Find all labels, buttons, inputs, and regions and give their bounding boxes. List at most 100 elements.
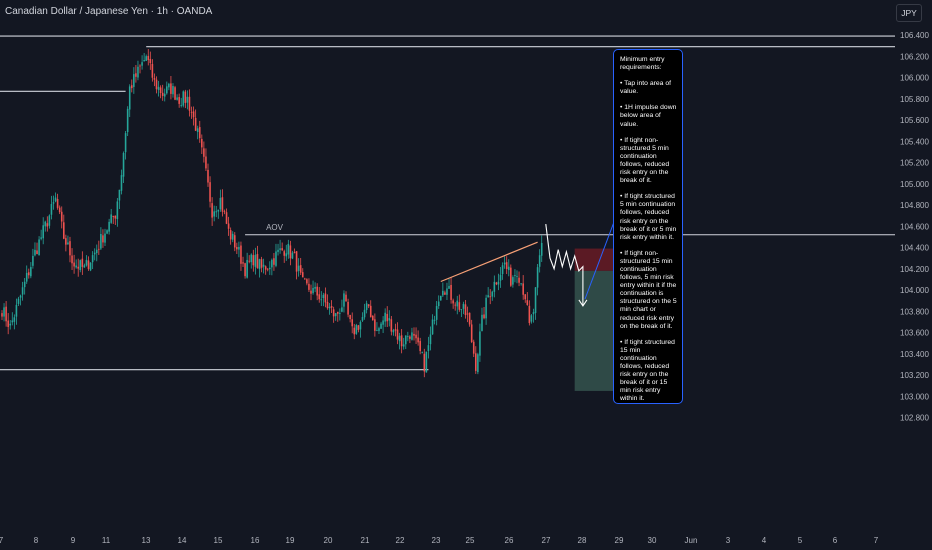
candle-body bbox=[392, 330, 395, 333]
candle-body bbox=[5, 306, 7, 322]
candle-body bbox=[63, 222, 65, 239]
candle-body bbox=[264, 266, 267, 270]
candle-body bbox=[468, 312, 471, 325]
candle-body bbox=[279, 248, 281, 250]
candle-body bbox=[310, 290, 312, 294]
candle-body bbox=[355, 325, 358, 334]
y-tick-label: 102.800 bbox=[900, 414, 929, 423]
candle-body bbox=[98, 248, 100, 250]
candle-body bbox=[93, 252, 96, 255]
candle-body bbox=[155, 79, 158, 90]
currency-badge[interactable]: JPY bbox=[896, 4, 922, 22]
candle-body bbox=[417, 337, 419, 343]
candle-body bbox=[87, 260, 90, 269]
candle-body bbox=[304, 278, 306, 280]
candle-body bbox=[330, 305, 333, 308]
candle-body bbox=[46, 223, 49, 227]
candle-body bbox=[91, 255, 94, 263]
candle-body bbox=[427, 345, 430, 352]
candle-body bbox=[174, 87, 176, 100]
candle-body bbox=[73, 262, 75, 267]
x-tick-label: 4 bbox=[762, 536, 767, 545]
x-tick-label: 9 bbox=[71, 536, 76, 545]
candle-body bbox=[102, 235, 104, 243]
candle-body bbox=[161, 92, 164, 96]
candle-body bbox=[376, 330, 378, 331]
candle-body bbox=[15, 304, 18, 317]
candle-body bbox=[540, 242, 543, 256]
candle-body bbox=[194, 117, 197, 131]
x-tick-label: 15 bbox=[214, 536, 223, 545]
candle-body bbox=[407, 336, 409, 338]
candle-body bbox=[289, 245, 292, 259]
candle-body bbox=[275, 251, 277, 266]
candle-body bbox=[394, 329, 397, 331]
candle-body bbox=[118, 189, 121, 201]
candle-body bbox=[396, 329, 399, 340]
candle-body bbox=[322, 294, 325, 298]
candle-body bbox=[254, 254, 257, 267]
projected-path bbox=[545, 224, 584, 306]
candle-body bbox=[345, 294, 347, 302]
candle-body bbox=[524, 294, 527, 300]
candle-body bbox=[301, 272, 304, 278]
candle-body bbox=[353, 327, 356, 335]
candle-body bbox=[209, 182, 211, 202]
y-tick-label: 105.800 bbox=[900, 95, 929, 104]
candle-body bbox=[429, 334, 432, 345]
x-tick-label: 14 bbox=[178, 536, 187, 545]
candle-body bbox=[382, 320, 384, 325]
y-tick-label: 104.400 bbox=[900, 244, 929, 253]
candle-body bbox=[163, 93, 166, 97]
candle-body bbox=[207, 169, 209, 183]
candle-body bbox=[518, 277, 520, 283]
candle-body bbox=[489, 296, 492, 298]
candle-body bbox=[180, 105, 183, 106]
x-tick-label: 13 bbox=[142, 536, 151, 545]
y-tick-label: 106.000 bbox=[900, 74, 929, 83]
candle-body bbox=[318, 294, 321, 300]
candle-body bbox=[258, 259, 261, 270]
candle-body bbox=[81, 258, 84, 267]
candle-body bbox=[493, 281, 496, 292]
y-tick-label: 103.400 bbox=[900, 350, 929, 359]
candle-body bbox=[170, 83, 172, 94]
candle-body bbox=[466, 313, 469, 315]
x-tick-label: 3 bbox=[726, 536, 731, 545]
y-tick-label: 106.200 bbox=[900, 52, 929, 61]
candle-body bbox=[126, 108, 129, 133]
candle-body bbox=[225, 212, 228, 224]
candle-body bbox=[475, 353, 477, 371]
x-tick-label: 16 bbox=[251, 536, 260, 545]
candle-body bbox=[176, 97, 178, 100]
candle-body bbox=[442, 290, 444, 296]
candle-body bbox=[198, 127, 201, 139]
candle-body bbox=[320, 299, 323, 301]
y-tick-label: 104.800 bbox=[900, 201, 929, 210]
candle-body bbox=[336, 311, 339, 314]
candle-body bbox=[367, 304, 370, 307]
candle-body bbox=[308, 283, 310, 290]
x-tick-label: 6 bbox=[833, 536, 838, 545]
candle-body bbox=[135, 73, 137, 77]
candle-body bbox=[534, 287, 537, 313]
candle-body bbox=[532, 312, 535, 315]
candle-body bbox=[530, 315, 533, 322]
candle-body bbox=[287, 243, 290, 255]
candle-body bbox=[65, 238, 67, 245]
candle-body bbox=[485, 297, 487, 319]
x-axis: 7 8 9 11 13 14 15 16 19 20 21 22 23 25 26 27 28 29 30 Jun 3 4… bbox=[0, 536, 879, 545]
candle-body bbox=[339, 313, 341, 314]
candle-body bbox=[505, 262, 508, 270]
take-profit-zone bbox=[574, 270, 616, 391]
candle-body bbox=[528, 305, 531, 324]
drawings bbox=[440, 224, 588, 307]
candle-body bbox=[328, 306, 331, 309]
note-callout-line bbox=[584, 221, 615, 300]
candle-body bbox=[271, 259, 273, 268]
candle-body bbox=[75, 265, 77, 268]
candle-body bbox=[60, 211, 63, 222]
candle-body bbox=[205, 156, 207, 169]
candle-body bbox=[116, 201, 119, 220]
